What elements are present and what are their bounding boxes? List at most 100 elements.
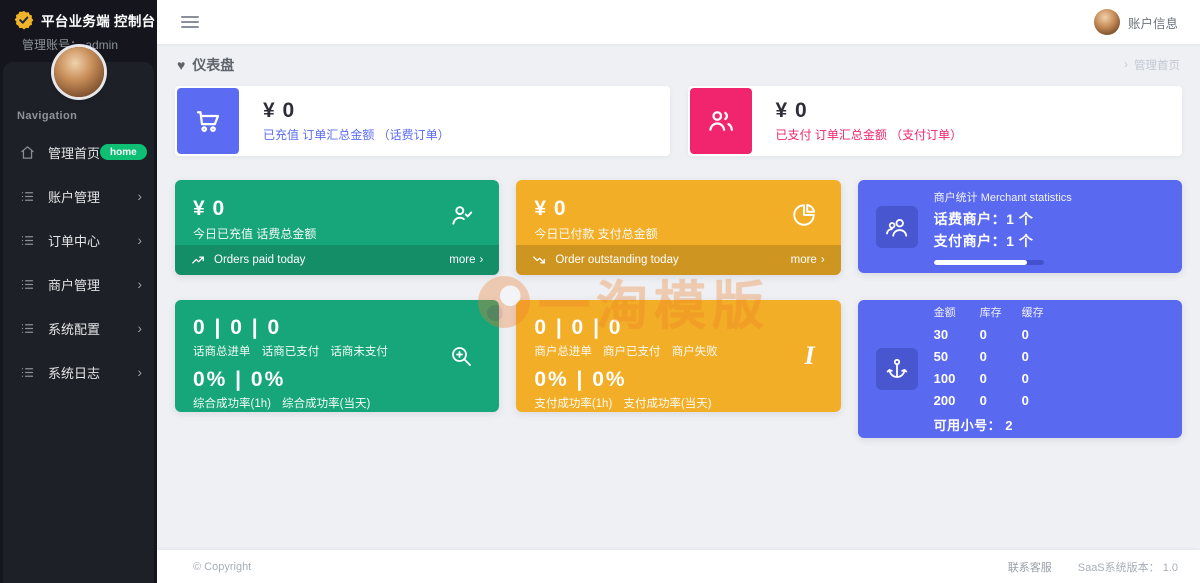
phone-merchants-line: 话费商户：1 个 [933, 210, 1034, 227]
summary-row: ¥ 0 已充值 订单汇总金额 （话费订单） ¥ 0 已支付 订单汇总金额 （支付… [175, 86, 1182, 156]
sidebar: 平台业务端 控制台 管理账号： admin Navigation 管理首页 ho… [0, 0, 157, 583]
inventory-cell: 0 [979, 371, 987, 386]
paid-total-card: ¥ 0 已支付 订单汇总金额 （支付订单） [687, 86, 1182, 156]
sidebar-avatar[interactable] [53, 47, 104, 97]
inventory-cell: 0 [1021, 393, 1029, 408]
available-accounts-text: 可用小号： 2 [933, 418, 1013, 433]
sidebar-item-orders[interactable]: 订单中心 › [3, 218, 154, 262]
sidebar-item-system-logs[interactable]: 系统日志 › [3, 350, 154, 394]
phone-success-rates: 0% | 0% [193, 368, 286, 391]
recharge-total-card: ¥ 0 已充值 订单汇总金额 （话费订单） [175, 86, 670, 156]
users-icon [689, 88, 752, 154]
merchant-success-rates: 0% | 0% [534, 368, 627, 391]
page-title-text: 仪表盘 [192, 57, 235, 73]
inventory-header: 金额 [933, 307, 956, 319]
trend-up-icon [191, 254, 205, 266]
sidebar-item-home[interactable]: 管理首页 home [3, 130, 154, 174]
recharge-total-label: 已充值 订单汇总金额 （话费订单） [263, 128, 450, 142]
inventory-header: 缓存 [1021, 307, 1044, 319]
inventory-cell: 0 [1021, 327, 1029, 342]
merchant-stats-title: 商户统计 Merchant statistics [933, 191, 1072, 204]
inventory-cell: 0 [979, 393, 987, 408]
paid-total-label: 已支付 订单汇总金额 （支付订单） [775, 128, 963, 142]
merchant-order-counts: 0 | 0 | 0 [534, 316, 623, 339]
zoom-in-icon [449, 344, 473, 368]
merchant-order-stats-card: 0 | 0 | 0 商户总进单 商户已支付 商户失败 0% | 0% 支付成功率… [516, 300, 841, 412]
inventory-cell: 50 [933, 349, 949, 364]
order-outstanding-text: Order outstanding today [555, 254, 679, 266]
brand-title: 平台业务端 控制台 [41, 14, 156, 29]
home-badge: home [100, 144, 147, 160]
list-icon [19, 232, 35, 248]
topbar-avatar [1093, 9, 1120, 35]
inventory-cell: 0 [1021, 349, 1029, 364]
heart-icon: ♥ [177, 57, 186, 73]
cart-icon [177, 88, 239, 154]
saas-version-text: SaaS系统版本： 1.0 [1077, 561, 1178, 574]
merchant-progress-bar [933, 259, 1044, 265]
home-icon [19, 144, 35, 160]
order-outstanding-footer: Order outstanding today more › [516, 245, 841, 275]
more-link[interactable]: more › [449, 254, 484, 266]
merchant-statistics-card: 商户统计 Merchant statistics 话费商户：1 个 支付商户：1… [857, 180, 1182, 273]
sidebar-item-system-config[interactable]: 系统配置 › [3, 306, 154, 350]
more-link[interactable]: more › [790, 254, 825, 266]
anchor-icon [875, 348, 918, 390]
sidebar-item-label: 订单中心 [48, 233, 101, 249]
pay-merchants-line: 支付商户：1 个 [933, 232, 1034, 249]
user-check-icon [449, 202, 475, 228]
page-footer: © Copyright 联系客服 SaaS系统版本： 1.0 [157, 550, 1200, 583]
breadcrumb[interactable]: › 管理首页 [1124, 57, 1180, 73]
today-recharge-card: ¥ 0 今日已充值 话费总金额 Orders paid today more [175, 180, 500, 275]
page-title: ♥ 仪表盘 [177, 55, 234, 75]
sidebar-item-merchants[interactable]: 商户管理 › [3, 262, 154, 306]
orders-paid-footer: Orders paid today more › [175, 245, 500, 275]
sidebar-item-label: 系统配置 [48, 321, 101, 337]
chevron-right-icon: › [137, 188, 142, 204]
account-info-button[interactable]: 账户信息 [1093, 9, 1178, 35]
list-icon [19, 320, 35, 336]
contact-support-link[interactable]: 联系客服 [1007, 561, 1052, 574]
inventory-cell: 0 [1021, 371, 1029, 386]
detail-row: 0 | 0 | 0 话商总进单 话商已支付 话商未支付 0% | 0% 综合成功… [175, 300, 1182, 438]
list-icon [19, 364, 35, 380]
chevron-right-icon: › [137, 364, 142, 380]
paid-total-value: ¥ 0 [775, 99, 808, 122]
brand-badge-check-icon [14, 10, 34, 30]
phone-success-rates-label: 综合成功率(1h) 综合成功率(当天) [193, 398, 371, 410]
admin-account-label: 管理账号： admin [22, 38, 119, 52]
today-recharge-label: 今日已充值 话费总金额 [193, 227, 317, 241]
pie-chart-icon [791, 202, 817, 228]
today-payment-card: ¥ 0 今日已付款 支付总金额 Order outstanding today … [516, 180, 841, 275]
trend-down-icon [532, 254, 546, 266]
page-header: ♥ 仪表盘 › 管理首页 [175, 44, 1182, 86]
breadcrumb-home: 管理首页 [1134, 60, 1180, 72]
inventory-cell: 100 [933, 371, 956, 386]
menu-toggle-icon[interactable] [181, 16, 199, 28]
list-icon [19, 276, 35, 292]
chevron-right-icon: › [137, 232, 142, 248]
today-payment-label: 今日已付款 支付总金额 [534, 227, 658, 241]
merchant-success-rates-label: 支付成功率(1h) 支付成功率(当天) [534, 398, 712, 410]
sidebar-item-label: 商户管理 [48, 277, 101, 293]
chevron-right-icon: › [820, 254, 825, 266]
people-group-icon [875, 205, 918, 248]
sidebar-item-label: 账户管理 [48, 189, 101, 205]
sidebar-item-label: 系统日志 [48, 365, 101, 381]
italic-i-icon: I [804, 341, 815, 370]
account-info-label: 账户信息 [1127, 16, 1178, 31]
copyright-text: © Copyright [193, 560, 252, 573]
today-recharge-value: ¥ 0 [193, 197, 226, 220]
sidebar-item-accounts[interactable]: 账户管理 › [3, 174, 154, 218]
merchant-order-counts-label: 商户总进单 商户已支付 商户失败 [534, 346, 718, 358]
orders-paid-text: Orders paid today [214, 254, 306, 266]
recharge-total-value: ¥ 0 [263, 99, 296, 122]
stats-row: ¥ 0 今日已充值 话费总金额 Orders paid today more [175, 180, 1182, 275]
inventory-card: 金额 库存 缓存 30 0 0 50 0 0 100 0 0 200 0 [857, 300, 1182, 438]
inventory-cell: 0 [979, 327, 987, 342]
inventory-cell: 200 [933, 393, 956, 408]
navigation-label: Navigation [17, 110, 78, 122]
sidebar-item-label: 管理首页 [48, 145, 101, 161]
chevron-right-icon: › [1124, 59, 1128, 71]
